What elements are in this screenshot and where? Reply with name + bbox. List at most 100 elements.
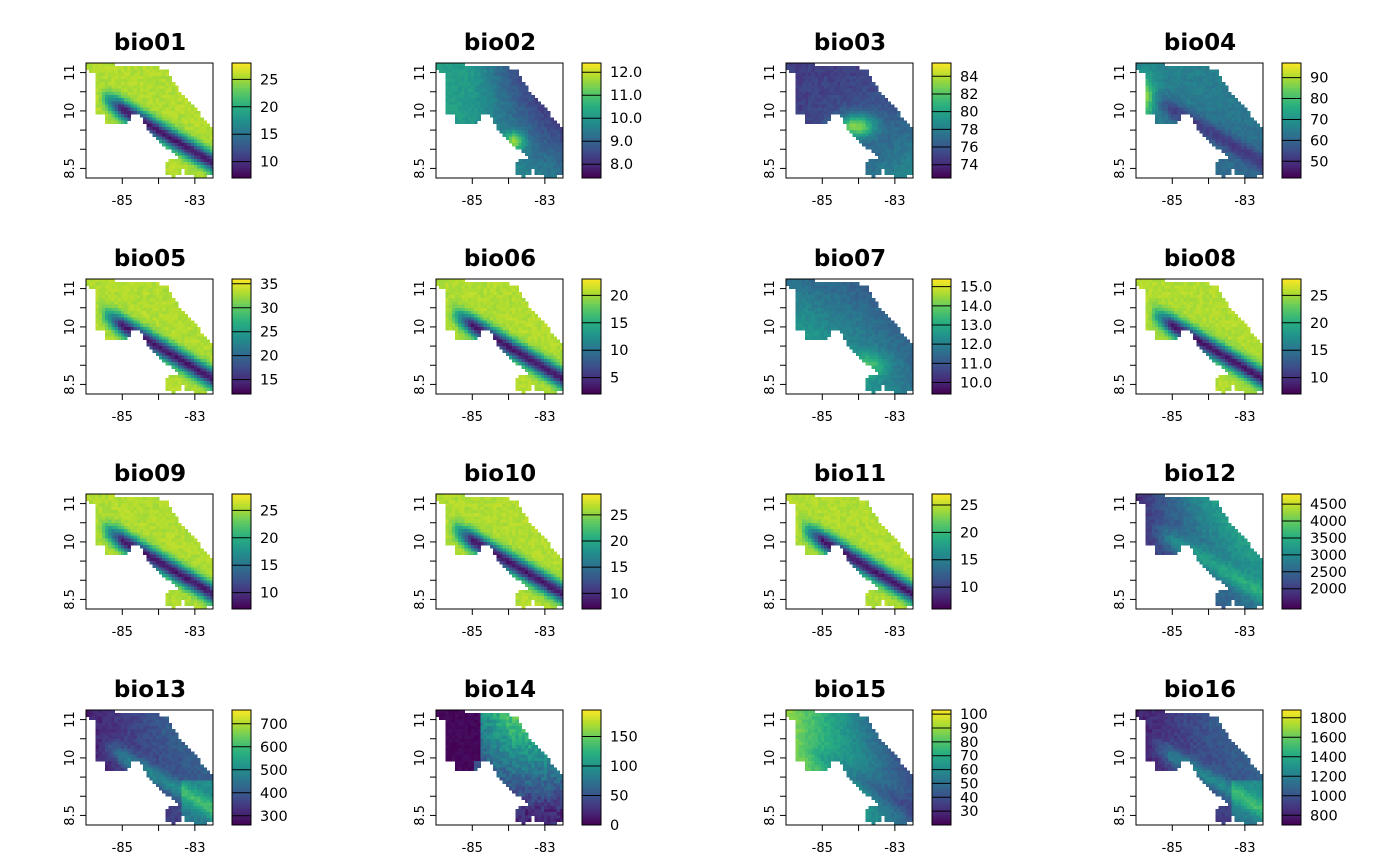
raster-cell bbox=[171, 114, 176, 118]
raster-cell bbox=[474, 107, 478, 112]
raster-cell bbox=[1202, 88, 1207, 93]
raster-cell bbox=[836, 69, 841, 73]
raster-cell bbox=[550, 155, 554, 160]
raster-cell bbox=[496, 91, 500, 96]
raster-cell bbox=[1155, 101, 1159, 105]
raster-cell bbox=[808, 82, 812, 86]
raster-cell bbox=[795, 91, 800, 96]
raster-cell bbox=[900, 126, 904, 131]
raster-cell bbox=[537, 371, 542, 376]
raster-cell bbox=[149, 320, 154, 325]
raster-cell bbox=[467, 101, 472, 105]
raster-cell bbox=[1193, 110, 1197, 115]
raster-cell bbox=[1250, 152, 1254, 157]
raster-cell bbox=[1250, 142, 1254, 147]
raster-cell bbox=[1136, 66, 1140, 70]
colorbar-step bbox=[582, 364, 601, 367]
colorbar-step bbox=[582, 143, 601, 146]
raster-cell bbox=[531, 362, 535, 366]
raster-cell bbox=[859, 69, 863, 73]
raster-cell bbox=[1228, 126, 1232, 131]
raster-cell bbox=[489, 323, 494, 328]
raster-cell bbox=[477, 104, 481, 109]
raster-cell bbox=[480, 291, 485, 296]
raster-cell bbox=[139, 94, 144, 99]
raster-cell bbox=[515, 107, 519, 112]
raster-cell bbox=[1228, 98, 1232, 102]
raster-cell bbox=[1155, 117, 1159, 121]
raster-cell bbox=[105, 66, 109, 70]
raster-cell bbox=[559, 349, 564, 353]
colorbar-tick-label: 70 bbox=[1310, 112, 1328, 128]
raster-cell bbox=[505, 333, 510, 337]
raster-cell bbox=[502, 75, 507, 80]
raster-cell bbox=[839, 88, 844, 93]
raster-cell bbox=[101, 288, 106, 293]
raster-cell bbox=[515, 146, 519, 150]
raster-cell bbox=[509, 355, 513, 360]
raster-cell bbox=[887, 110, 892, 115]
raster-cell bbox=[1186, 72, 1191, 77]
raster-cell bbox=[162, 101, 166, 105]
raster-cell bbox=[897, 146, 901, 150]
raster-cell bbox=[146, 330, 150, 334]
raster-cell bbox=[521, 168, 526, 173]
raster-cell bbox=[174, 149, 179, 153]
raster-cell bbox=[798, 107, 803, 112]
colorbar-tick-label: 30 bbox=[260, 301, 278, 317]
raster-cell bbox=[171, 158, 176, 163]
raster-cell bbox=[98, 69, 103, 73]
raster-cell bbox=[550, 374, 554, 379]
raster-cell bbox=[187, 384, 192, 389]
raster-cell bbox=[814, 117, 819, 121]
colorbar-step bbox=[932, 85, 951, 89]
raster-cell bbox=[887, 101, 892, 105]
colorbar-step bbox=[232, 349, 251, 352]
raster-cell bbox=[467, 78, 472, 83]
raster-cell bbox=[887, 117, 892, 121]
raster-cell bbox=[1218, 136, 1223, 141]
raster-cell bbox=[171, 310, 176, 315]
raster-cell bbox=[455, 301, 459, 305]
raster-cell bbox=[518, 146, 523, 150]
raster-cell bbox=[105, 78, 109, 83]
raster-cell bbox=[524, 378, 529, 382]
raster-cell bbox=[181, 374, 185, 379]
raster-cell bbox=[1209, 72, 1213, 77]
raster-cell bbox=[505, 126, 510, 131]
raster-cell bbox=[534, 346, 538, 350]
raster-cell bbox=[843, 98, 847, 102]
raster-cell bbox=[862, 88, 866, 93]
raster-cell bbox=[893, 174, 898, 179]
raster-cell bbox=[165, 358, 169, 363]
raster-cell bbox=[461, 285, 465, 289]
raster-cell bbox=[98, 82, 103, 86]
raster-cell bbox=[868, 165, 873, 169]
raster-cell bbox=[1240, 152, 1245, 157]
raster-cell bbox=[458, 317, 462, 321]
raster-cell bbox=[193, 336, 198, 341]
raster-cell bbox=[547, 355, 551, 360]
raster-cell bbox=[178, 378, 182, 382]
raster-cell bbox=[518, 352, 523, 357]
raster-cell bbox=[830, 91, 835, 96]
colorbar-step bbox=[582, 68, 601, 71]
raster-cell bbox=[547, 342, 551, 347]
raster-cell bbox=[152, 336, 157, 341]
colorbar-step bbox=[582, 165, 601, 169]
raster-cell bbox=[168, 88, 173, 93]
raster-cell bbox=[528, 342, 532, 347]
raster-cell bbox=[470, 110, 475, 115]
raster-cell bbox=[849, 126, 854, 131]
raster-cell bbox=[127, 323, 131, 328]
raster-cell bbox=[1234, 123, 1238, 128]
colorbar-step bbox=[582, 145, 601, 149]
raster-cell bbox=[868, 98, 873, 102]
raster-cell bbox=[493, 285, 497, 289]
raster-cell bbox=[146, 285, 150, 289]
raster-cell bbox=[1202, 110, 1207, 115]
raster-cell bbox=[178, 133, 182, 137]
raster-cell bbox=[499, 333, 504, 337]
raster-cell bbox=[1174, 114, 1178, 118]
